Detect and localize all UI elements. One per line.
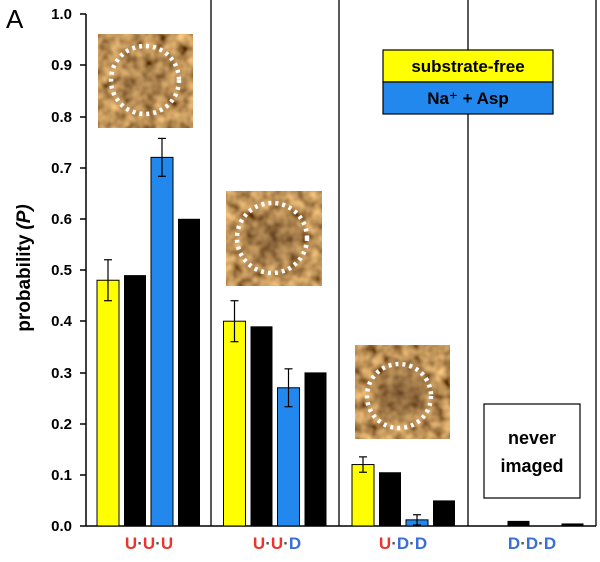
y-tick-4: 0.4 [51,313,73,330]
cat1-l2: D [289,534,301,553]
bar-series1-cat0 [124,275,146,526]
panel-label: A [6,4,24,34]
cat3-l0: D [508,534,520,553]
y-ticks: 0.0 0.1 0.2 0.3 0.4 0.5 0.6 0.7 0.8 0.9 … [51,6,86,535]
y-tick-9: 0.9 [51,57,72,74]
error-bar-series0-cat1 [230,300,239,343]
bar-series2-cat0 [150,156,174,527]
afm-image-udd [355,345,450,439]
cat0-l2: U [161,534,173,553]
cat3-l1: D [526,534,538,553]
never-imaged-box: never imaged [483,403,581,499]
y-tick-10: 1.0 [51,6,72,23]
bar-series2-cat1 [277,387,300,527]
category-label-uuu: U·U·U [125,534,173,553]
legend: substrate-free Na⁺ + Asp [382,49,554,115]
error-bar-series0-cat2 [359,456,367,473]
y-tick-7: 0.7 [51,160,72,177]
cat0-l0: U [125,534,137,553]
y-tick-2: 0.2 [51,416,72,433]
y-tick-3: 0.3 [51,365,72,382]
error-bar-series2-cat1 [284,368,293,408]
cat1-l1: U [271,534,283,553]
bar-series3-cat1 [304,372,327,526]
cat2-l0: U [379,534,391,553]
error-bar-series2-cat2 [413,514,421,526]
y-axis-label-main: probability [14,234,35,332]
y-tick-5: 0.5 [51,262,72,279]
y-axis-label: probability (P) [14,204,35,331]
category-label-uud: U·U·D [253,534,301,553]
cat2-l2: D [415,534,427,553]
category-label-udd: U·D·D [379,534,427,553]
bar-series0-cat0 [96,279,120,527]
bar-series0-cat2 [351,464,375,527]
bar-series0-cat1 [223,320,246,527]
afm-image-uuu [98,34,193,128]
y-tick-8: 0.8 [51,109,72,126]
category-label-ddd: D·D·D [508,534,556,553]
bar-series3-cat2 [433,500,455,526]
cat2-l1: D [397,534,409,553]
cat0-l1: U [143,534,155,553]
bar-series1-cat1 [250,326,273,526]
error-bar-series2-cat0 [158,137,166,177]
legend-label-substrate-free: substrate-free [411,57,524,76]
annotation-line-1: never [508,428,556,448]
annotation-line-2: imaged [500,456,563,476]
cat3-l2: D [544,534,556,553]
y-axis-label-symbol: (P) [14,204,35,229]
cat1-l0: U [253,534,265,553]
bar-series1-cat2 [379,472,401,526]
y-tick-0: 0.0 [51,518,72,535]
error-bar-series0-cat0 [104,259,112,302]
bar-series1-cat3 [507,520,530,526]
legend-label-na-asp: Na⁺ + Asp [427,89,509,108]
bar-series3-cat3 [561,523,584,526]
y-tick-1: 0.1 [51,467,72,484]
y-tick-6: 0.6 [51,211,72,228]
bar-series3-cat0 [178,218,200,527]
bars [96,137,584,527]
legend-swatch-na-asp [382,81,554,115]
afm-image-uud [226,191,322,286]
